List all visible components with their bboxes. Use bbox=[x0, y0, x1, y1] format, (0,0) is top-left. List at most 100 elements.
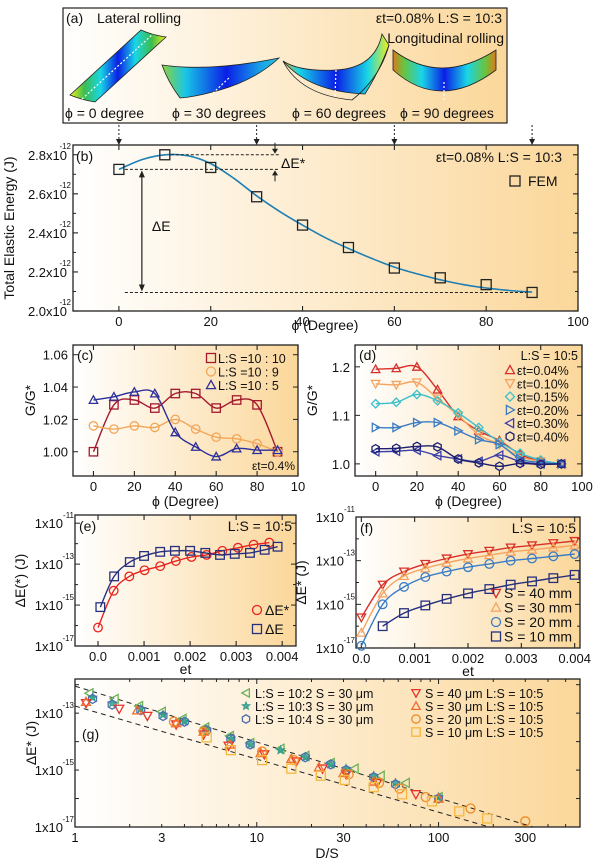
data-point bbox=[377, 580, 389, 591]
shell-phi-60 bbox=[282, 32, 390, 101]
x-tick-label: 0.001 bbox=[128, 649, 161, 664]
series-line bbox=[99, 546, 278, 608]
y-tick-label: 1.04 bbox=[43, 380, 68, 395]
y-tick-label: 1x10 bbox=[316, 597, 344, 612]
x-axis-label: ϕ (Degree) bbox=[435, 493, 502, 509]
legend-label: εt=0.30% bbox=[517, 417, 569, 431]
y-tick-label: 1x10 bbox=[35, 820, 63, 835]
legend-marker bbox=[505, 431, 515, 442]
x-tick-label: 0.002 bbox=[174, 649, 207, 664]
x-tick-label: 0.004 bbox=[558, 651, 591, 666]
data-point bbox=[462, 552, 474, 563]
panel-c-chart: 0 20 40 60 80 10 1.00 1.02 1.04 1.06 ϕ (Degree) G/G… bbox=[22, 344, 305, 509]
data-point bbox=[155, 546, 166, 557]
data-point bbox=[474, 457, 484, 468]
data-point bbox=[129, 421, 140, 431]
panel-b-label: (b) bbox=[76, 148, 93, 164]
legend-marker bbox=[251, 623, 263, 635]
series-line bbox=[93, 389, 278, 458]
y-tick-label: 1.00 bbox=[43, 445, 68, 460]
panel-b-frame bbox=[72, 144, 579, 312]
data-point bbox=[169, 426, 181, 437]
y-axis-label: ΔE(*) (J) bbox=[12, 554, 28, 608]
data-point bbox=[547, 541, 559, 552]
x-tick-label: 0.001 bbox=[398, 651, 431, 666]
y-tick-label: 2.2x10 bbox=[28, 265, 67, 280]
y-tick-label: 1x10 bbox=[35, 598, 63, 613]
data-point bbox=[343, 769, 354, 780]
delta-e-label: ΔE bbox=[152, 218, 171, 234]
caption-phi-30: ϕ = 30 degrees bbox=[172, 105, 266, 121]
data-point bbox=[149, 387, 161, 398]
data-point bbox=[124, 571, 135, 582]
y-tick-exponent: -13 bbox=[62, 552, 74, 561]
x-tick-label: 60 bbox=[387, 314, 401, 329]
panel-a-label: (a) bbox=[66, 10, 83, 26]
data-point bbox=[463, 588, 473, 599]
data-point bbox=[326, 759, 336, 770]
data-point bbox=[131, 704, 143, 715]
legend-marker bbox=[205, 352, 217, 364]
data-point bbox=[108, 585, 119, 596]
data-point bbox=[170, 556, 181, 567]
series-line bbox=[375, 421, 562, 465]
fem-point bbox=[159, 149, 171, 161]
data-point bbox=[348, 763, 359, 775]
data-point bbox=[371, 443, 380, 454]
panel-a: (a) Lateral rolling εt=0.08% L:S = 10:3 … bbox=[62, 7, 508, 124]
data-point bbox=[412, 441, 422, 452]
fem-point bbox=[250, 191, 263, 203]
data-point bbox=[441, 554, 453, 565]
data-point bbox=[505, 543, 517, 554]
legend-marker bbox=[205, 366, 217, 377]
x-tick-label: 3 bbox=[158, 830, 165, 845]
data-point bbox=[391, 443, 401, 454]
data-point bbox=[233, 542, 243, 553]
fem-point bbox=[434, 272, 446, 284]
data-point bbox=[356, 640, 367, 651]
x-tick-label: 100 bbox=[567, 314, 589, 329]
legend-label: εt=0.40% bbox=[517, 431, 569, 445]
data-point bbox=[412, 417, 423, 428]
y-tick-exponent: -12 bbox=[59, 220, 71, 229]
data-point bbox=[316, 764, 329, 775]
data-point bbox=[453, 454, 463, 464]
x-tick-label: 0.003 bbox=[505, 651, 538, 666]
y-tick-label: 1x10 bbox=[35, 557, 63, 572]
fem-point bbox=[388, 262, 401, 274]
y-tick-label: 1x10 bbox=[35, 706, 63, 721]
data-point bbox=[251, 444, 263, 455]
data-point bbox=[149, 403, 160, 413]
data-point bbox=[505, 555, 516, 566]
fem-point bbox=[205, 161, 217, 174]
panel-b-annotation: εt=0.08% L:S = 10:3 bbox=[436, 149, 562, 165]
legend-marker bbox=[490, 601, 502, 612]
x-tick-label: 40 bbox=[295, 314, 309, 329]
shell-phi-30 bbox=[161, 57, 281, 99]
panel-g-chart: 1 3 10 30 100 3001x10-131x10-151x10-17D/SΔE* … bbox=[23, 678, 581, 861]
fem-point bbox=[480, 278, 492, 291]
y-tick-exponent: -15 bbox=[343, 592, 355, 601]
data-point bbox=[255, 747, 267, 758]
x-tick-label: 100 bbox=[571, 479, 593, 494]
data-point bbox=[141, 711, 153, 722]
legend-label: S = 10 mm bbox=[504, 629, 572, 645]
data-point bbox=[95, 602, 106, 613]
x-tick-label: 60 bbox=[209, 479, 223, 494]
legend-label: S = 40 mm bbox=[504, 585, 572, 601]
data-point bbox=[211, 432, 222, 443]
data-point bbox=[88, 394, 99, 404]
data-point bbox=[139, 565, 150, 576]
y-tick-label: 1x10 bbox=[316, 554, 344, 569]
data-point bbox=[398, 567, 410, 578]
y-tick-exponent: -17 bbox=[62, 634, 74, 643]
caption-phi-90: ϕ = 90 degrees bbox=[400, 105, 494, 121]
panel-g-frame bbox=[74, 678, 581, 828]
data-point bbox=[484, 584, 495, 595]
y-tick-label: 1x10 bbox=[35, 763, 63, 778]
y-tick-exponent: -12 bbox=[59, 181, 71, 190]
y-tick-exponent: -11 bbox=[344, 505, 356, 514]
legend-label: εt=0.15% bbox=[517, 391, 569, 405]
data-point bbox=[169, 545, 180, 556]
data-point bbox=[391, 397, 402, 408]
